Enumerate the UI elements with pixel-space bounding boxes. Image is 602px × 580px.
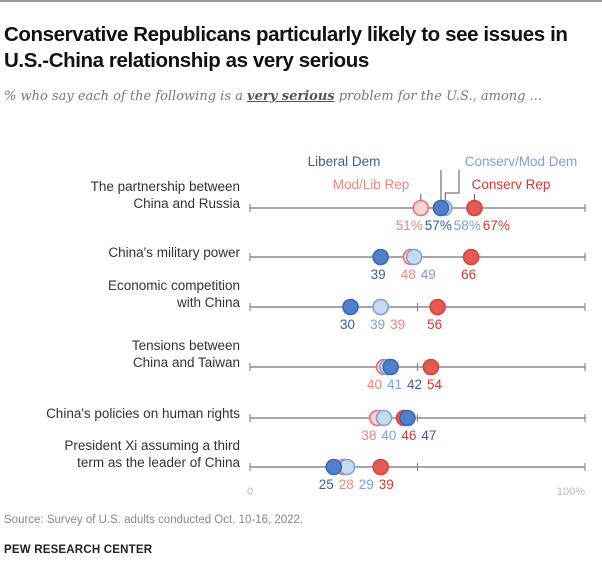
legend-conserv-mod-dem: Conserv/Mod Dem bbox=[465, 154, 578, 169]
chart-subtitle: % who say each of the following is a ver… bbox=[4, 86, 594, 108]
dot-liberal-dem bbox=[342, 298, 359, 316]
value-label: 66 bbox=[461, 267, 476, 282]
row-label-line: President Xi assuming a third bbox=[64, 438, 240, 453]
value-label: 42 bbox=[407, 377, 422, 392]
legend-conserv-rep: Conserv Rep bbox=[472, 177, 551, 192]
value-label: 56 bbox=[427, 317, 442, 332]
value-label: 28 bbox=[339, 477, 354, 492]
subtitle-emphasis: very serious bbox=[247, 89, 335, 104]
row-label: China's policies on human rights bbox=[46, 405, 240, 422]
value-label: 39 bbox=[390, 317, 405, 332]
legend-leader-line bbox=[444, 170, 460, 201]
legend-mod-lib-rep: Mod/Lib Rep bbox=[333, 177, 410, 192]
brand-logo-text: PEW RESEARCH CENTER bbox=[4, 544, 153, 556]
row-label-line: China and Russia bbox=[133, 196, 240, 211]
value-label: 49 bbox=[421, 267, 436, 282]
row-label-line: with China bbox=[176, 295, 240, 310]
value-label: 29 bbox=[359, 477, 374, 492]
tick-label-0: 0 bbox=[247, 486, 253, 498]
value-label: 30 bbox=[340, 317, 355, 332]
value-label: 38 bbox=[361, 428, 376, 443]
subtitle-text-end: problem for the U.S., among ... bbox=[334, 89, 542, 104]
chart-title: Conservative Republicans particularly li… bbox=[4, 23, 568, 72]
dot-liberal-dem bbox=[399, 409, 416, 427]
row-label-line: Tensions between bbox=[131, 338, 240, 353]
value-label: 58% bbox=[454, 218, 481, 233]
row-label-line: term as the leader of China bbox=[77, 455, 240, 470]
dot-conserv-mod-dem bbox=[372, 298, 389, 316]
dot-conserv-rep bbox=[462, 248, 480, 266]
dot-liberal-dem bbox=[325, 458, 343, 476]
dot-conserv-rep bbox=[466, 199, 483, 217]
row-label-line: China's policies on human rights bbox=[46, 406, 240, 421]
value-label: 46 bbox=[401, 428, 416, 443]
subtitle-text: % who say each of the following is a bbox=[4, 89, 248, 104]
value-label: 41 bbox=[387, 377, 402, 392]
dot-liberal-dem bbox=[432, 199, 450, 217]
dot-conserv-rep bbox=[372, 458, 389, 476]
tick-label-100: 100% bbox=[557, 486, 585, 498]
value-label: 47 bbox=[421, 428, 436, 443]
value-label: 40 bbox=[381, 428, 396, 443]
dot-mod-lib-rep bbox=[412, 199, 430, 217]
row-label-line: The partnership between bbox=[90, 179, 240, 194]
row-label: China's military power bbox=[108, 244, 240, 261]
value-label: 39 bbox=[370, 317, 385, 332]
legend-liberal-dem: Liberal Dem bbox=[308, 154, 381, 169]
row-label-line: Economic competition bbox=[107, 278, 240, 293]
row-label: President Xi assuming a third term as the… bbox=[64, 437, 240, 471]
row-label: Economic competition with China bbox=[108, 277, 240, 311]
value-label: 25 bbox=[319, 477, 334, 492]
value-label: 57% bbox=[425, 218, 452, 233]
value-label: 39 bbox=[371, 267, 386, 282]
dot-conserv-mod-dem bbox=[375, 409, 393, 427]
top-rule bbox=[0, 0, 602, 2]
value-label: 40 bbox=[367, 377, 382, 392]
dot-liberal-dem bbox=[372, 248, 389, 266]
row-label: Tensions between China and Taiwan bbox=[132, 337, 240, 371]
dot-liberal-dem bbox=[382, 358, 400, 376]
row-label-line: China's military power bbox=[108, 245, 240, 260]
value-label: 54 bbox=[427, 377, 443, 392]
dot-conserv-mod-dem bbox=[405, 248, 423, 266]
dot-conserv-rep bbox=[422, 358, 440, 376]
value-label: 48 bbox=[401, 267, 416, 282]
value-label: 67% bbox=[483, 218, 510, 233]
row-label: The partnership between China and Russia bbox=[91, 178, 240, 212]
dot-conserv-rep bbox=[429, 298, 446, 316]
value-label: 51% bbox=[396, 218, 423, 233]
value-label: 39 bbox=[379, 477, 394, 492]
source-note: Source: Survey of U.S. adults conducted … bbox=[4, 514, 304, 526]
row-label-line: China and Taiwan bbox=[132, 355, 240, 370]
